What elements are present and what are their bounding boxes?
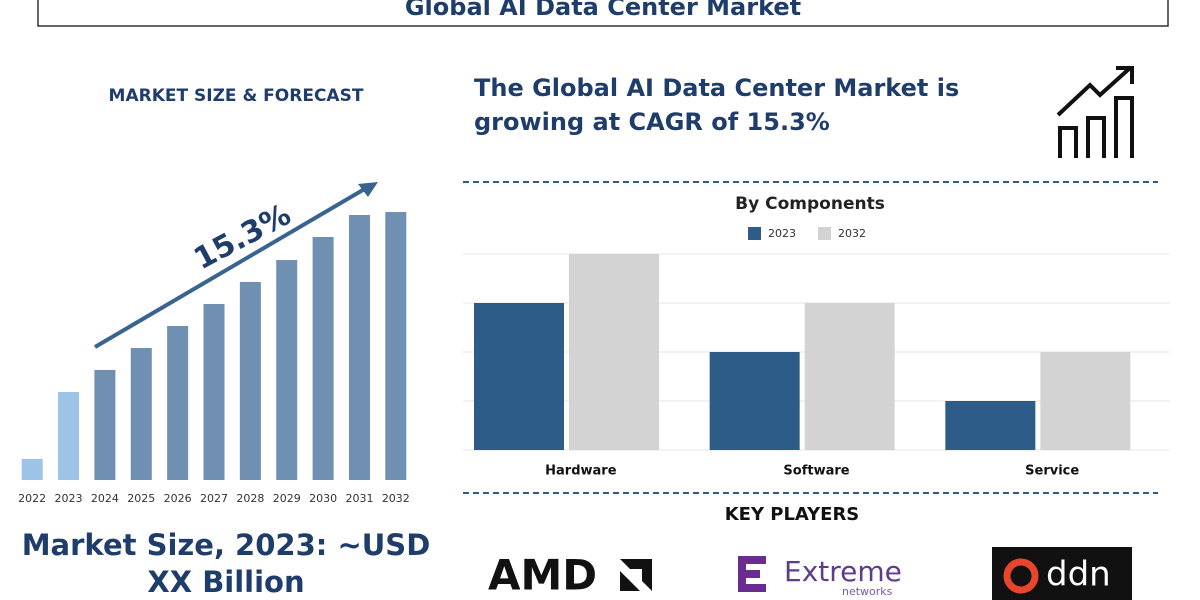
x-tick-label: Service (1025, 464, 1079, 479)
x-tick-label: 2023 (55, 492, 83, 505)
bar (569, 254, 659, 450)
arrow-head (358, 182, 378, 197)
bar (1040, 352, 1131, 450)
bar (203, 304, 225, 480)
growth-arrow (93, 185, 370, 349)
legend-swatch (818, 227, 831, 240)
bar (945, 401, 1036, 450)
bar (167, 326, 189, 480)
bar (276, 260, 298, 480)
ddn-icon (1003, 558, 1039, 594)
x-tick-label: 2022 (18, 492, 46, 505)
bar (385, 212, 407, 480)
x-tick-label: Hardware (545, 464, 617, 479)
bar (348, 215, 370, 480)
x-tick-label: 2029 (273, 492, 301, 505)
legend-label: 2032 (838, 227, 866, 240)
bar (130, 348, 152, 480)
market-size: XX Billion (147, 565, 304, 599)
x-tick-label: 2026 (164, 492, 192, 505)
x-tick-label: 2031 (345, 492, 373, 505)
bar (21, 459, 43, 480)
bar (58, 392, 80, 480)
legend-swatch (748, 227, 761, 240)
market-size: Market Size, 2023: ~USD (22, 528, 431, 562)
bar (804, 303, 895, 450)
key-players-title: KEY PLAYERS (725, 504, 860, 525)
header-box (37, 0, 1169, 27)
logo-ddn: ddn (1046, 555, 1111, 595)
x-tick-label: 2028 (236, 492, 264, 505)
bar (239, 282, 261, 480)
x-tick-label: Software (783, 464, 849, 479)
logo-extreme: Extreme (784, 555, 902, 588)
chart-title: By Components (735, 194, 885, 214)
bar (94, 370, 116, 480)
bar (474, 303, 564, 450)
x-tick-label: 2030 (309, 492, 337, 505)
chart-title: MARKET SIZE & FORECAST (109, 86, 364, 106)
x-tick-label: 2024 (91, 492, 119, 505)
amd-glyph (620, 559, 652, 591)
bar (312, 237, 334, 480)
x-tick-label: 2025 (127, 492, 155, 505)
logo-networks: networks (842, 585, 893, 598)
headline: The Global AI Data Center Market is (474, 74, 959, 102)
legend-label: 2023 (768, 227, 796, 240)
logo-amd: AMD (488, 551, 597, 600)
x-tick-label: 2032 (382, 492, 410, 505)
bar (709, 352, 800, 450)
extreme-icon (738, 556, 766, 592)
x-tick-label: 2027 (200, 492, 228, 505)
growth-icon (1056, 66, 1134, 158)
headline: growing at CAGR of 15.3% (474, 108, 830, 136)
header-title: Global AI Data Center Market (405, 0, 801, 21)
